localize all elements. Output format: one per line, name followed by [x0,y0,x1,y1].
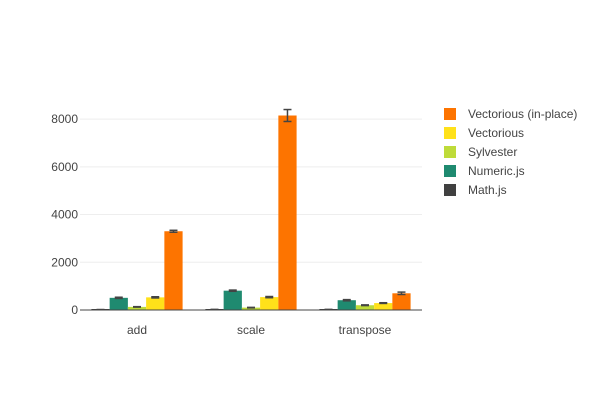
y-tick-label: 0 [71,303,78,317]
legend-swatch [444,146,456,158]
bar-add-Vectorious (in-place) [164,231,183,310]
y-axis-ticks: 0 2000 4000 6000 8000 [51,112,78,317]
legend-swatch [444,165,456,177]
x-tick-label: scale [237,323,265,337]
legend-label: Math.js [468,183,507,197]
x-tick-label: add [127,323,147,337]
bar-scale-Vectorious (in-place) [278,115,297,311]
grid-lines [80,118,422,263]
bar-add-Sylvester [127,306,147,310]
bar-add-Vectorious [146,297,165,310]
legend: Vectorious (in-place) Vectorious Sylvester… [444,107,577,197]
legend-swatch [444,184,456,196]
x-axis-ticks: add scale transpose [127,323,392,337]
legend-label: Vectorious (in-place) [468,107,577,121]
y-tick-label: 6000 [51,160,78,174]
y-tick-label: 8000 [51,112,78,126]
legend-label: Sylvester [468,145,517,159]
bar-transpose-Sylvester [355,305,375,310]
bar-transpose-Vectorious [374,303,393,310]
bar-add-Numeric.js [109,297,128,310]
bar-transpose-Numeric.js [337,300,356,310]
bar-scale-Sylvester [241,307,261,310]
x-tick-label: transpose [339,323,392,337]
legend-label: Numeric.js [468,164,525,178]
legend-label: Vectorious [468,126,524,140]
y-tick-label: 2000 [51,255,78,269]
bars [91,115,411,311]
bar-scale-Numeric.js [223,290,242,310]
error-bars [96,108,406,311]
y-tick-label: 4000 [51,208,78,222]
bar-scale-Vectorious [260,297,279,310]
legend-swatch [444,108,456,120]
bar-transpose-Vectorious (in-place) [392,293,411,310]
legend-swatch [444,127,456,139]
